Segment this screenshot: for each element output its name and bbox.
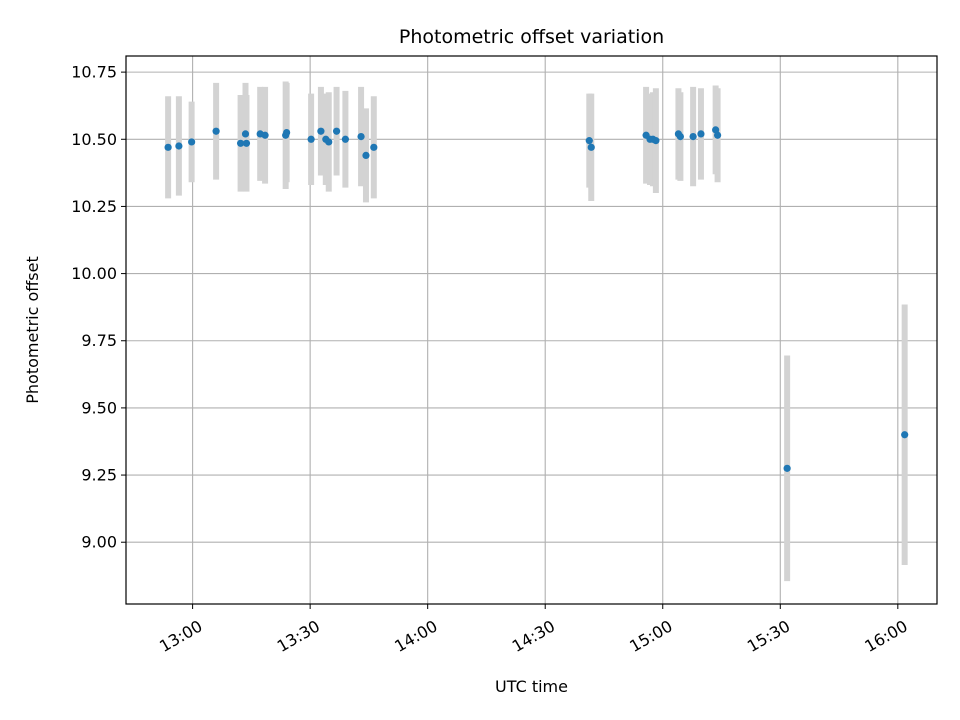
y-tick-label: 9.00 bbox=[81, 533, 117, 552]
y-tick-label: 10.50 bbox=[71, 130, 117, 149]
chart-title: Photometric offset variation bbox=[399, 26, 664, 48]
data-point bbox=[370, 143, 378, 151]
y-tick-label: 10.25 bbox=[71, 197, 117, 216]
y-tick-label: 10.00 bbox=[71, 264, 117, 283]
data-point bbox=[307, 135, 315, 143]
grid bbox=[126, 56, 937, 604]
data-point bbox=[325, 138, 333, 146]
data-point bbox=[676, 132, 684, 141]
data-point bbox=[697, 130, 705, 138]
y-tick-label: 9.75 bbox=[81, 331, 117, 350]
data-point bbox=[587, 143, 595, 151]
data-point bbox=[241, 130, 250, 138]
y-axis-label: Photometric offset bbox=[23, 256, 42, 404]
data-point bbox=[236, 139, 245, 147]
plot-frame bbox=[125, 55, 938, 605]
data-point bbox=[261, 131, 269, 139]
data-point bbox=[652, 137, 660, 145]
data-point bbox=[783, 464, 791, 472]
data-point bbox=[901, 431, 909, 439]
data-point bbox=[317, 127, 325, 135]
data-point bbox=[212, 127, 220, 135]
data-points bbox=[164, 126, 909, 472]
data-point bbox=[332, 127, 341, 135]
x-axis-label: UTC time bbox=[495, 677, 568, 696]
y-tick-label: 9.50 bbox=[81, 398, 117, 417]
data-point bbox=[585, 137, 593, 145]
data-point bbox=[175, 142, 183, 150]
data-point bbox=[341, 135, 350, 143]
data-point bbox=[283, 128, 291, 137]
data-point bbox=[188, 138, 196, 146]
data-point bbox=[357, 132, 365, 141]
data-point bbox=[713, 131, 722, 139]
data-point bbox=[362, 151, 370, 159]
data-point bbox=[689, 132, 697, 141]
data-point bbox=[164, 143, 172, 151]
y-tick-label: 10.75 bbox=[71, 63, 117, 82]
y-tick-label: 9.25 bbox=[81, 466, 117, 485]
data-point bbox=[242, 139, 251, 147]
